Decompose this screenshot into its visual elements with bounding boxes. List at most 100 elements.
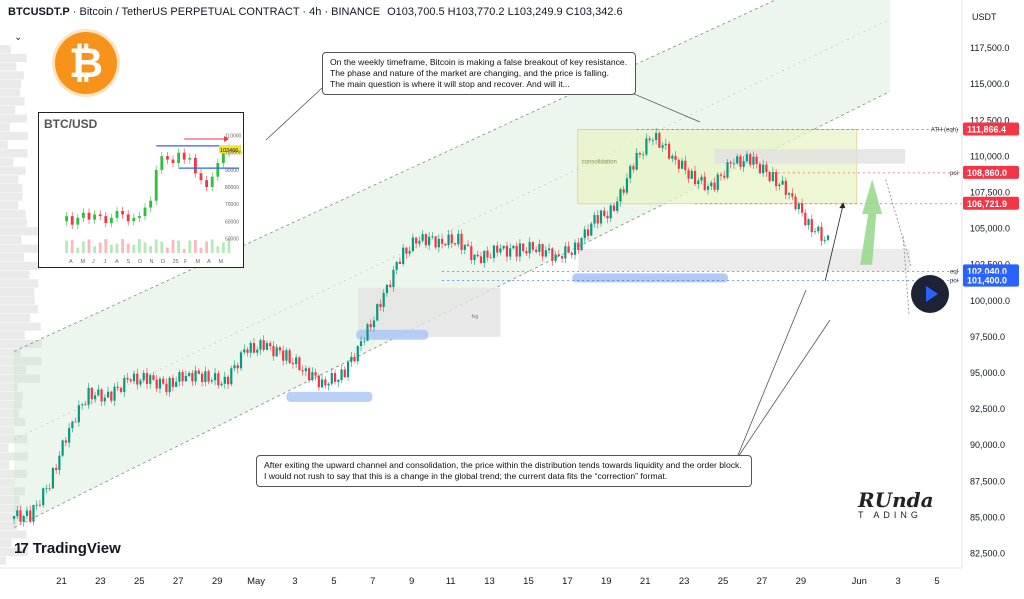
candle-body [340,369,343,381]
inset-volume-bar [205,241,208,253]
inset-candle-body [98,214,102,217]
candle-body [256,349,259,353]
inset-x-label: M [219,259,224,265]
candle-body [110,391,113,401]
candle-body [19,510,22,522]
x-tick-label: 13 [484,576,495,587]
projection-arrow-down [902,235,910,316]
volume-profile-bar [0,218,28,227]
candle-body [35,504,38,506]
volume-profile-bar [0,435,28,444]
candle-body [473,254,476,261]
candle-body [230,368,233,385]
candle-body [551,248,554,261]
candle-body [90,387,93,400]
inset-volume-bar [121,239,124,253]
callout-top-line: The phase and nature of the market are c… [330,68,609,78]
candle-body [538,244,541,252]
collapse-chevron-icon[interactable]: ⌄ [14,32,23,43]
candle-body [496,245,499,253]
candle-body [661,145,664,148]
volume-profile-bar [0,192,23,201]
candle-body [664,143,667,146]
candle-body [418,240,421,244]
inset-candle-body [188,157,192,160]
candle-body [188,372,191,376]
tradingview-logo[interactable]: 17 TradingView [14,540,121,557]
candle-body [518,243,522,257]
play-button-icon[interactable] [911,275,949,313]
order-block-zone [358,287,501,337]
candle-body [200,373,204,382]
volume-profile-bar [0,365,27,374]
inset-volume-bar [194,239,197,253]
candle-body [710,182,713,187]
callout-pointer [735,289,807,461]
volume-profile-bar [0,79,21,89]
y-tick-label: 107,500.0 [970,188,1010,198]
candle-body [12,516,16,519]
candle-body [408,251,411,254]
blue-liquidity-zone [572,273,728,283]
candle-body [768,171,771,182]
candle-body [492,245,496,258]
candle-body [684,160,687,171]
candle-body [502,245,505,249]
volume-profile-bar [0,114,27,123]
inset-candle-body [194,157,197,174]
candle-body [729,162,732,164]
candle-body [651,140,654,141]
inset-volume-bar [138,239,141,253]
x-tick-label: 21 [56,576,67,587]
x-tick-label: 3 [292,576,297,587]
candle-body [609,205,612,219]
x-tick-label: 11 [446,576,456,587]
candle-body [447,234,450,246]
candle-body [440,238,444,244]
candle-body [366,324,369,341]
candle-body [165,383,168,393]
candle-body [226,376,230,385]
inset-candle-body [171,159,175,163]
candle-body [580,238,583,251]
candle-body [762,164,765,174]
candle-body [573,242,577,255]
inset-volume-bar [115,243,119,253]
candle-body [356,346,359,362]
candle-body [113,386,116,401]
candle-body [784,180,787,195]
candle-body [797,203,800,210]
candle-body [282,350,285,361]
volume-profile-bar [0,279,39,288]
candle-body [658,132,661,148]
inset-y-label: 90000 [225,168,239,174]
price-label-text: 106,721.9 [967,199,1007,209]
inset-y-label: 50000 [225,236,239,242]
inset-price-tag: 103466 [220,148,238,154]
candle-body [395,261,398,270]
inset-volume-bar [132,244,136,253]
symbol-header[interactable]: BTCUSDT.P · Bitcoin / TetherUS PERPETUAL… [8,6,623,18]
volume-profile-bar [0,244,42,253]
candle-body [535,249,538,252]
candle-body [123,377,126,393]
candle-body [103,397,106,402]
x-tick-label: 3 [896,576,901,587]
candle-body [398,261,402,265]
candle-body [645,138,648,155]
symbol-name[interactable]: BTCUSDT.P [8,6,70,18]
candle-body [590,223,593,236]
volume-profile-bar [0,383,18,392]
volume-profile-bar [0,62,17,71]
candle-body [606,215,609,219]
price-label-tag [963,122,1019,136]
x-tick-label: 5 [934,576,939,587]
candle-body [775,172,778,187]
candle-body [541,244,544,257]
candle-body [554,254,557,261]
volume-profile-bar [0,417,26,426]
candle-body [622,189,625,193]
candle-body [116,386,119,389]
candle-body [434,236,437,248]
